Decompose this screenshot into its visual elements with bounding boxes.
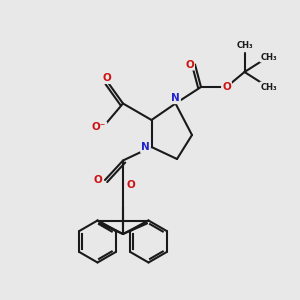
Text: CH₃: CH₃ <box>236 41 253 50</box>
Text: O: O <box>93 175 102 185</box>
Text: N: N <box>141 142 150 152</box>
Text: O⁻: O⁻ <box>92 122 106 133</box>
Text: CH₃: CH₃ <box>260 52 277 62</box>
Text: O: O <box>185 59 194 70</box>
Text: CH₃: CH₃ <box>260 82 277 91</box>
Text: O: O <box>222 82 231 92</box>
Text: O: O <box>126 179 135 190</box>
Text: N: N <box>171 93 180 103</box>
Text: O: O <box>102 73 111 83</box>
